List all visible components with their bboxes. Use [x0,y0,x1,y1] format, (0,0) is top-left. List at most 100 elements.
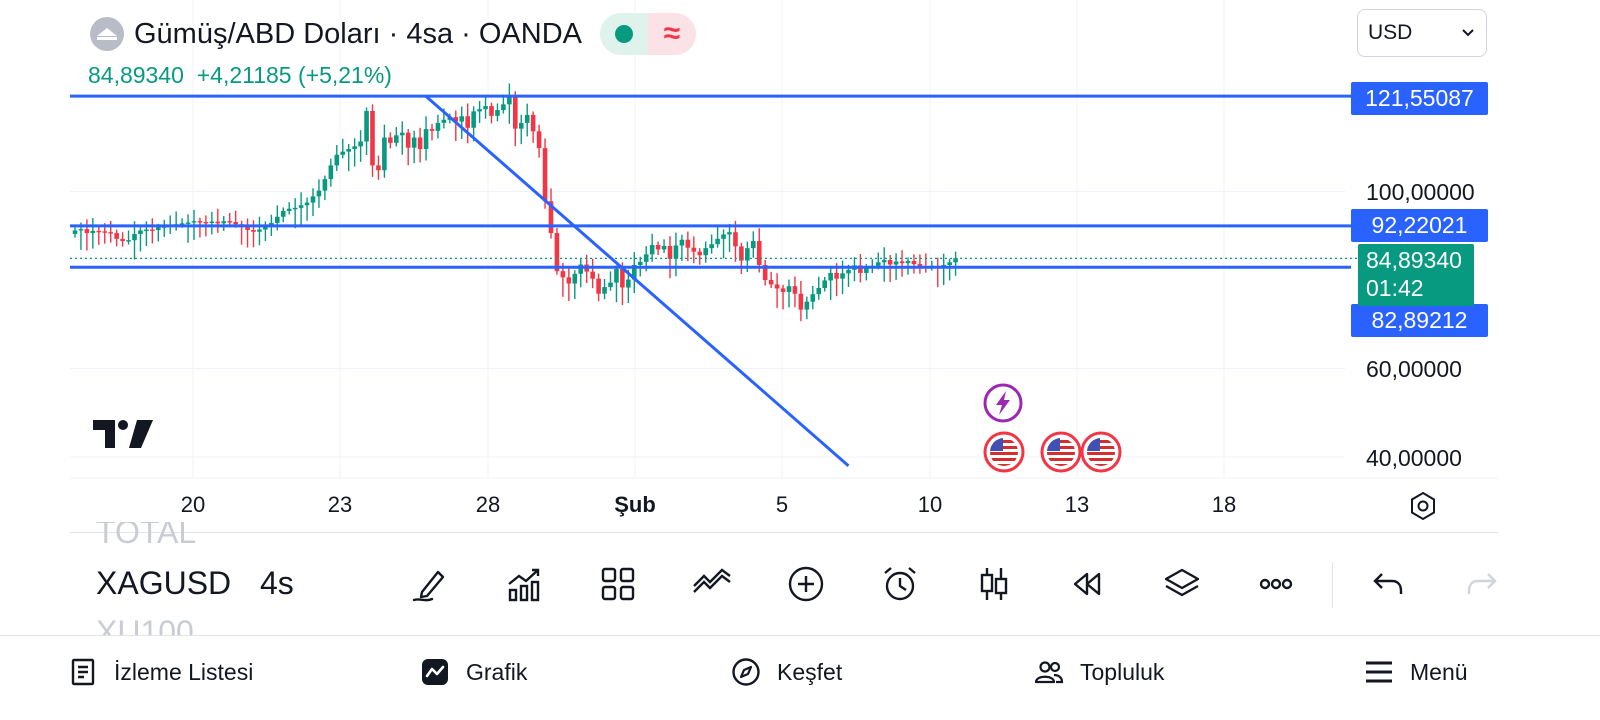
nav-community[interactable]: Topluluk [1034,650,1164,694]
candle[interactable] [72,226,78,238]
candle[interactable] [334,145,340,171]
candle[interactable] [756,228,762,273]
candle[interactable] [923,253,929,273]
watchlist-row-selected[interactable]: XAGUSD 4s [96,565,356,605]
candle[interactable] [495,103,500,122]
patterns-icon[interactable] [690,562,734,606]
candle[interactable] [632,252,637,294]
candle[interactable] [417,127,423,163]
candle[interactable] [530,111,536,143]
undo-icon[interactable] [1366,562,1410,606]
candle[interactable] [215,208,221,233]
candle[interactable] [768,271,774,288]
candle[interactable] [310,188,316,217]
candle[interactable] [298,192,304,226]
candles-icon[interactable] [972,562,1016,606]
candle[interactable] [649,233,655,262]
candle[interactable] [614,265,619,303]
layers-icon[interactable] [1160,562,1204,606]
symbol-title[interactable]: Gümüş/ABD Doları · 4sa · OANDA [134,17,582,50]
candle[interactable] [489,102,494,124]
watchlist-row[interactable]: TOTAL1s [96,522,196,552]
candle[interactable] [346,143,351,172]
candle[interactable] [786,279,792,308]
candle[interactable] [697,248,703,265]
candle[interactable] [245,218,250,248]
candle[interactable] [524,103,530,137]
candle[interactable] [322,175,328,201]
trendline[interactable] [425,95,850,467]
candle[interactable] [947,258,952,281]
candle[interactable] [899,250,905,277]
candle[interactable] [477,101,482,123]
us-flag-event-icon[interactable] [982,430,1026,474]
candle[interactable] [394,127,399,147]
candle[interactable] [197,217,203,238]
candle[interactable] [405,129,411,166]
layouts-icon[interactable] [596,562,640,606]
candle[interactable] [251,220,256,248]
chart-settings-icon[interactable] [1407,490,1439,522]
candle[interactable] [655,241,661,255]
hline-price-tag[interactable]: 92,22021 [1351,209,1488,242]
candle[interactable] [501,94,506,114]
candle[interactable] [150,218,155,244]
candle[interactable] [608,271,613,291]
candle[interactable] [679,234,685,261]
nav-explore[interactable]: Keşfet [731,650,842,694]
candle[interactable] [257,216,262,246]
candle[interactable] [221,216,227,231]
nav-watchlist[interactable]: İzleme Listesi [68,650,253,694]
candle[interactable] [626,269,631,304]
status-pill[interactable]: ≈ [600,13,696,55]
candle[interactable] [751,231,756,258]
hline-price-tag[interactable]: 121,55087 [1351,82,1488,115]
candle[interactable] [376,155,381,180]
candle[interactable] [96,225,102,245]
candle[interactable] [286,202,292,215]
candle[interactable] [667,236,673,279]
candle[interactable] [703,241,708,263]
candle[interactable] [435,114,441,139]
candle[interactable] [465,103,470,144]
candle[interactable] [721,229,726,259]
replay-icon[interactable] [1066,562,1110,606]
candle[interactable] [304,197,310,221]
candle[interactable] [239,220,244,245]
candle[interactable] [828,266,833,300]
candle[interactable] [340,138,346,159]
candle[interactable] [953,251,958,276]
candle[interactable] [780,284,786,310]
candle[interactable] [840,260,845,295]
candle[interactable] [911,254,917,274]
candle[interactable] [935,257,941,288]
candle[interactable] [370,104,375,177]
candle[interactable] [364,107,369,155]
candle[interactable] [513,91,518,147]
candle[interactable] [542,138,548,209]
candle[interactable] [173,211,179,231]
candle[interactable] [661,239,667,254]
candle[interactable] [584,254,589,284]
candle[interactable] [280,207,286,223]
candle[interactable] [715,226,720,248]
candle[interactable] [126,230,131,245]
candle[interactable] [411,130,417,164]
currency-select[interactable]: USD [1357,9,1487,57]
alarm-icon[interactable] [878,562,922,606]
candle[interactable] [518,114,524,145]
candle[interactable] [727,224,732,252]
redo-icon[interactable] [1460,562,1504,606]
candle[interactable] [691,236,697,264]
hline-price-tag[interactable]: 82,89212 [1351,304,1488,337]
candle[interactable] [852,257,857,282]
candle[interactable] [572,270,578,300]
candle[interactable] [84,219,90,251]
candle[interactable] [798,280,804,322]
candle[interactable] [328,158,334,187]
candle[interactable] [161,219,167,237]
add-icon[interactable] [784,562,828,606]
pencil-icon[interactable] [408,562,452,606]
candle[interactable] [263,221,268,242]
earnings-event-icon[interactable] [982,382,1024,424]
